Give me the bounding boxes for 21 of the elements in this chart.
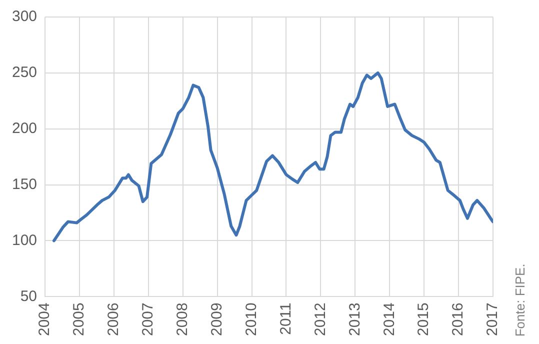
y-tick-label: 50 xyxy=(20,288,38,305)
y-tick-label: 250 xyxy=(12,64,38,82)
source-note: Fonte: FIPE. xyxy=(512,264,528,337)
x-tick-label: 2008 xyxy=(174,302,192,336)
y-tick-label: 200 xyxy=(12,120,38,137)
x-tick-label: 2005 xyxy=(70,302,88,336)
x-tick-label: 2017 xyxy=(484,302,502,336)
x-tick-label: 2004 xyxy=(36,302,54,336)
x-tick-label: 2016 xyxy=(450,302,467,336)
x-tick-label: 2013 xyxy=(346,302,364,336)
x-tick-label: 2012 xyxy=(312,302,329,336)
x-tick-label: 2010 xyxy=(242,302,260,336)
y-tick-label: 300 xyxy=(12,8,38,26)
y-tick-label: 100 xyxy=(12,232,38,249)
x-tick-label: 2015 xyxy=(415,302,432,336)
x-tick-label: 2007 xyxy=(140,302,157,336)
x-tick-label: 2014 xyxy=(380,302,398,336)
y-tick-label: 150 xyxy=(12,176,38,193)
x-tick-label: 2011 xyxy=(277,302,294,335)
x-tick-label: 2009 xyxy=(208,302,226,336)
x-tick-label: 2006 xyxy=(105,302,122,336)
